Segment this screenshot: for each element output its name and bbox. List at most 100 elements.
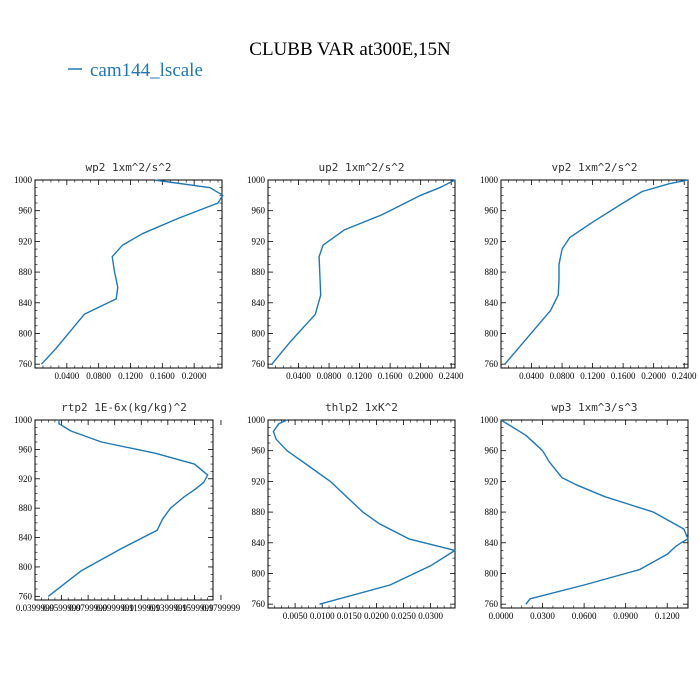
x-tick-label: 0.0250	[391, 611, 416, 621]
x-tick-label: 0.0399999	[16, 603, 55, 613]
y-tick-label: 760	[485, 359, 499, 369]
x-tick-label: 0.1600	[378, 371, 403, 381]
x-tick-label: 0.0999999	[96, 603, 135, 613]
x-tick-label: 0.1799999	[202, 603, 241, 613]
y-tick-label: 1000	[14, 175, 33, 185]
y-tick-label: 880	[19, 503, 33, 513]
x-tick-label: 0.0400	[286, 371, 311, 381]
y-tick-label: 800	[252, 568, 266, 578]
y-tick-label: 960	[485, 446, 499, 456]
x-tick-label: 0.1200	[580, 371, 605, 381]
y-tick-label: 960	[485, 206, 499, 216]
plot-frame	[500, 419, 689, 609]
x-tick-label: 0.0400	[519, 371, 544, 381]
panel-title: up2 1xm^2/s^2	[318, 161, 404, 174]
series-line-cam144_lscale	[271, 179, 456, 365]
y-tick-label: 960	[19, 444, 33, 454]
plot-frame	[500, 179, 689, 369]
y-tick-label: 880	[252, 267, 266, 277]
plot-frame	[267, 179, 456, 369]
x-tick-label: 0.1399999	[149, 603, 188, 613]
plot-frame	[34, 419, 214, 601]
y-tick-label: 760	[252, 599, 266, 609]
panel-title: vp2 1xm^2/s^2	[551, 161, 637, 174]
x-tick-label: 0.0799999	[69, 603, 108, 613]
y-tick-label: 840	[485, 298, 499, 308]
y-tick-label: 960	[252, 206, 266, 216]
x-tick-label: 0.0900	[613, 611, 638, 621]
y-tick-label: 1000	[480, 175, 499, 185]
y-tick-label: 920	[252, 236, 266, 246]
y-tick-label: 840	[19, 298, 33, 308]
chart-panels: wp2 1xm^2/s^2 760 800 840 880 920 960 1000 0.040…	[14, 161, 697, 621]
y-tick-label: 840	[252, 538, 266, 548]
series-line-cam144_lscale	[272, 419, 456, 605]
x-tick-label: 0.0150	[337, 611, 362, 621]
panel-title: wp3 1xm^3/s^3	[551, 401, 637, 414]
panel-2: up2 1xm^2/s^2 760 800 840 880 920 960 1000 0.040…	[247, 161, 464, 381]
x-tick-label: 0.1600	[150, 371, 175, 381]
x-tick-label: 0.0050	[283, 611, 308, 621]
x-tick-label: 0.2000	[408, 371, 433, 381]
x-tick-label: 0.2400	[672, 371, 697, 381]
y-tick-label: 760	[19, 591, 33, 601]
panel-1: wp2 1xm^2/s^2 760 800 840 880 920 960 1000 0.040…	[14, 161, 224, 381]
x-tick-label: 0.2000	[182, 371, 207, 381]
x-tick-label: 0.0000	[489, 611, 514, 621]
x-tick-label: 0.1200	[118, 371, 143, 381]
panel-4: rtp2 1E-6x(kg/kg)^2 760 800 840 880 920 960 100…	[14, 401, 241, 613]
y-tick-label: 880	[485, 267, 499, 277]
x-tick-label: 0.1200	[655, 611, 680, 621]
panel-6: wp3 1xm^3/s^3 760 800 840 880 920 960 1000 0.000…	[480, 401, 689, 621]
y-tick-label: 960	[19, 206, 33, 216]
x-tick-label: 0.2400	[439, 371, 464, 381]
y-tick-label: 840	[252, 298, 266, 308]
y-tick-label: 1000	[480, 415, 499, 425]
y-tick-label: 920	[485, 236, 499, 246]
x-tick-label: 0.0800	[86, 371, 111, 381]
x-tick-label: 0.0800	[550, 371, 575, 381]
y-tick-label: 960	[252, 446, 266, 456]
plot-frame	[267, 419, 456, 609]
y-tick-label: 880	[19, 267, 33, 277]
y-tick-label: 920	[252, 476, 266, 486]
y-tick-label: 880	[252, 507, 266, 517]
y-tick-label: 1000	[247, 415, 266, 425]
x-tick-label: 0.0800	[317, 371, 342, 381]
x-tick-label: 0.0300	[530, 611, 555, 621]
y-tick-label: 840	[19, 533, 33, 543]
y-tick-label: 760	[485, 599, 499, 609]
panel-title: thlp2 1xK^2	[325, 401, 398, 414]
x-tick-label: 0.1599999	[175, 603, 214, 613]
y-tick-label: 1000	[14, 415, 33, 425]
y-tick-label: 760	[252, 359, 266, 369]
x-tick-label: 0.0600	[572, 611, 597, 621]
y-tick-label: 800	[19, 562, 33, 572]
y-tick-label: 1000	[247, 175, 266, 185]
panel-3: vp2 1xm^2/s^2 760 800 840 880 920 960 1000 0.040…	[480, 161, 697, 381]
y-tick-label: 800	[19, 328, 33, 338]
x-tick-label: 0.0100	[310, 611, 335, 621]
x-tick-label: 0.0400	[54, 371, 79, 381]
x-tick-label: 0.1199999	[122, 603, 160, 613]
y-tick-label: 800	[485, 328, 499, 338]
series-line-cam144_lscale	[500, 419, 689, 605]
panel-title: wp2 1xm^2/s^2	[85, 161, 171, 174]
y-tick-label: 880	[485, 507, 499, 517]
y-tick-label: 760	[19, 359, 33, 369]
y-tick-label: 840	[485, 538, 499, 548]
x-tick-label: 0.0599999	[42, 603, 81, 613]
series-line-cam144_lscale	[40, 179, 224, 365]
y-tick-label: 920	[19, 474, 33, 484]
y-tick-label: 800	[485, 568, 499, 578]
x-tick-label: 0.1200	[347, 371, 372, 381]
series-line-cam144_lscale	[47, 420, 209, 597]
y-tick-label: 920	[19, 236, 33, 246]
y-tick-label: 920	[485, 476, 499, 486]
panel-title: rtp2 1E-6x(kg/kg)^2	[61, 401, 187, 414]
y-tick-label: 800	[252, 328, 266, 338]
x-tick-label: 0.2000	[641, 371, 666, 381]
x-tick-label: 0.0200	[364, 611, 389, 621]
